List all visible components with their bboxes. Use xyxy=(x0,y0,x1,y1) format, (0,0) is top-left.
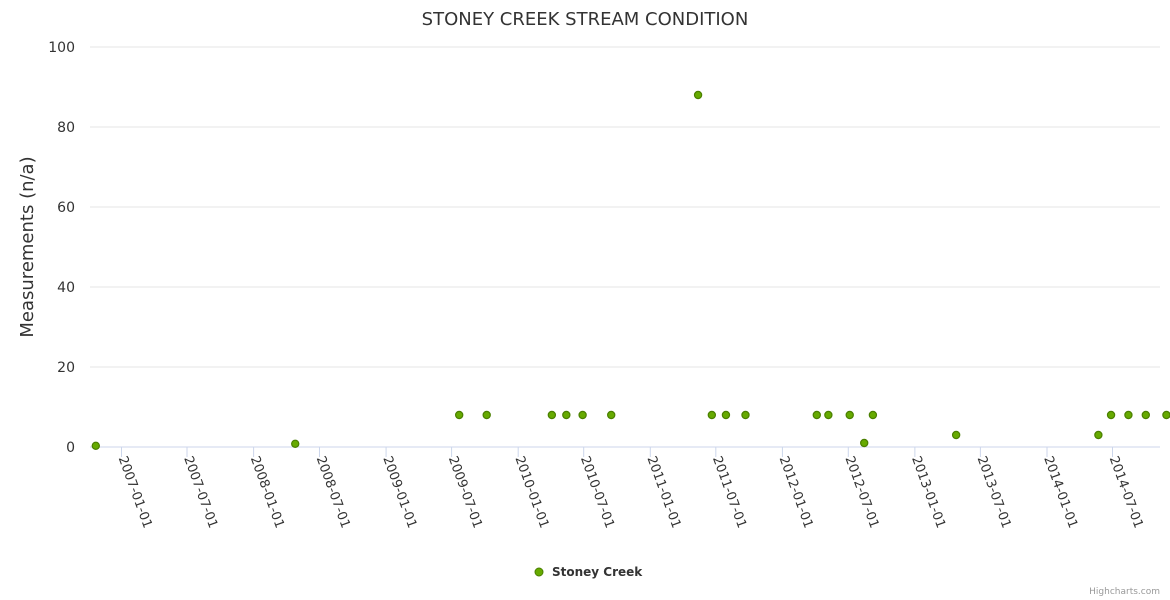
data-point[interactable] xyxy=(1124,410,1133,420)
data-point[interactable] xyxy=(454,410,464,420)
data-point[interactable] xyxy=(1162,410,1170,420)
data-point[interactable] xyxy=(547,410,557,420)
x-tick-label: 2009-07-01 xyxy=(445,454,485,530)
y-tick-label: 0 xyxy=(66,440,75,456)
y-tick-label: 20 xyxy=(57,360,75,376)
x-tick-label: 2007-07-01 xyxy=(180,454,220,530)
x-tick-label: 2007-01-01 xyxy=(115,454,155,530)
data-point[interactable] xyxy=(693,90,703,100)
legend-marker xyxy=(534,567,544,577)
x-tick-label: 2011-07-01 xyxy=(709,454,749,530)
x-tick-label: 2011-01-01 xyxy=(644,454,684,530)
data-point[interactable] xyxy=(707,410,717,420)
data-point[interactable] xyxy=(860,438,869,448)
chart-title: STONEY CREEK STREAM CONDITION xyxy=(422,9,749,30)
x-tick-label: 2012-01-01 xyxy=(776,454,816,530)
y-tick-label: 100 xyxy=(48,40,75,56)
legend-item-stoney-creek[interactable]: Stoney Creek xyxy=(552,565,643,579)
data-point[interactable] xyxy=(812,410,821,420)
y-tick-labels: 0 20 40 60 80 100 xyxy=(48,40,75,456)
x-tick-label: 2008-07-01 xyxy=(313,454,353,530)
x-tick-label: 2009-01-01 xyxy=(379,454,419,530)
data-point[interactable] xyxy=(824,410,833,420)
data-point[interactable] xyxy=(721,410,731,420)
x-tick-label: 2010-07-01 xyxy=(577,454,617,530)
x-tick-label: 2014-01-01 xyxy=(1040,454,1080,530)
data-point[interactable] xyxy=(1094,430,1103,440)
data-point[interactable] xyxy=(562,410,571,420)
data-point[interactable] xyxy=(845,410,854,420)
data-point[interactable] xyxy=(741,410,750,420)
data-point[interactable] xyxy=(482,410,491,420)
y-axis-label: Measurements (n/a) xyxy=(17,156,38,337)
data-point[interactable] xyxy=(1141,410,1150,420)
data-point[interactable] xyxy=(607,410,616,420)
data-point[interactable] xyxy=(1106,410,1116,420)
x-tick-label: 2012-07-01 xyxy=(842,454,882,530)
x-tick-label: 2010-01-01 xyxy=(511,454,551,530)
data-point[interactable] xyxy=(951,430,961,440)
data-point[interactable] xyxy=(91,441,101,450)
x-tick-label: 2008-01-01 xyxy=(247,454,287,530)
y-gridlines xyxy=(90,46,1160,368)
x-tick-label: 2013-07-01 xyxy=(974,454,1014,530)
y-tick-label: 60 xyxy=(57,200,75,216)
legend[interactable]: Stoney Creek xyxy=(534,565,643,579)
y-tick-label: 40 xyxy=(57,280,75,296)
series-stoney-creek-points xyxy=(91,90,1170,450)
data-point[interactable] xyxy=(578,410,587,420)
x-tick-label: 2014-07-01 xyxy=(1106,454,1146,530)
data-point[interactable] xyxy=(868,410,878,420)
data-point[interactable] xyxy=(291,439,300,448)
x-tick-labels: 2007-01-01 2007-07-01 2008-01-01 2008-07-01… xyxy=(115,447,1146,530)
x-tick-label: 2013-01-01 xyxy=(908,454,948,530)
credits-link[interactable]: Highcharts.com xyxy=(1089,587,1160,597)
y-tick-label: 80 xyxy=(57,120,75,136)
